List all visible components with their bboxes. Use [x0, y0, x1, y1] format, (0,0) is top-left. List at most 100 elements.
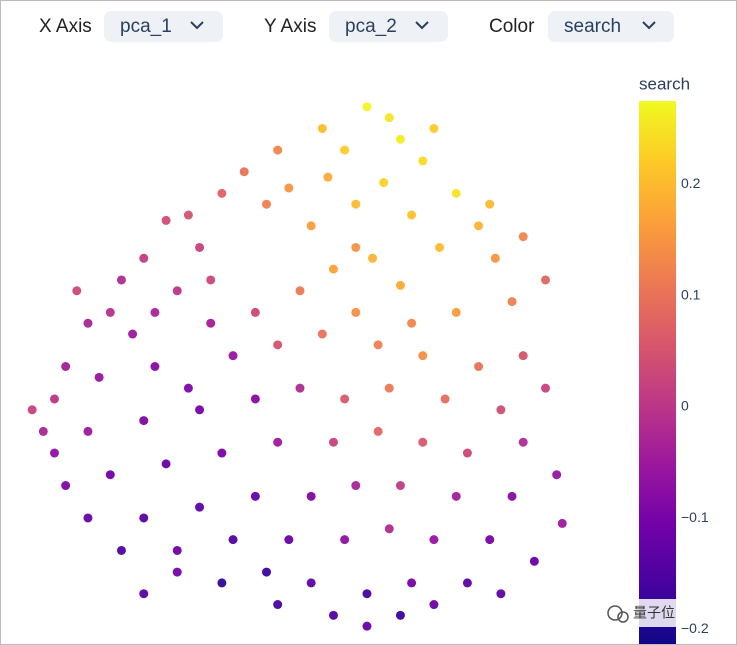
- point: [94, 372, 104, 382]
- point: [418, 351, 428, 361]
- point: [395, 481, 405, 491]
- point: [295, 286, 305, 296]
- colorbar-tick-label: 0.2: [681, 175, 701, 191]
- point: [83, 426, 93, 436]
- point: [250, 307, 260, 317]
- dropdown-value[interactable]: pca_2: [345, 16, 397, 37]
- point: [273, 340, 283, 350]
- point: [228, 351, 238, 361]
- point: [474, 221, 484, 231]
- point: [306, 491, 316, 501]
- point: [340, 535, 350, 545]
- watermark-icon: [607, 605, 623, 621]
- point: [239, 167, 249, 177]
- point: [518, 437, 528, 447]
- point: [284, 183, 294, 193]
- chevron[interactable]: [642, 21, 656, 30]
- point: [139, 253, 149, 263]
- chevron[interactable]: [190, 21, 204, 30]
- point: [228, 535, 238, 545]
- scatter-points: [27, 102, 567, 631]
- point: [507, 491, 517, 501]
- point: [418, 437, 428, 447]
- point: [116, 545, 126, 555]
- point: [306, 578, 316, 588]
- point: [206, 318, 216, 328]
- dropdown[interactable]: [104, 11, 223, 42]
- point: [496, 589, 506, 599]
- control-label: X Axis: [39, 16, 92, 37]
- point: [250, 491, 260, 501]
- point: [262, 567, 272, 577]
- point: [451, 188, 461, 198]
- point: [217, 578, 227, 588]
- point: [407, 578, 417, 588]
- point: [518, 232, 528, 242]
- point: [440, 394, 450, 404]
- point: [139, 416, 149, 426]
- point: [485, 199, 495, 209]
- chevron[interactable]: [415, 21, 429, 30]
- point: [362, 589, 372, 599]
- point: [183, 210, 193, 220]
- point: [105, 470, 115, 480]
- point: [195, 242, 205, 252]
- point: [172, 567, 182, 577]
- point: [206, 275, 216, 285]
- dropdown-value[interactable]: pca_1: [120, 16, 172, 37]
- point: [317, 123, 327, 133]
- point: [462, 448, 472, 458]
- colorbar-tick-label: 0: [681, 398, 689, 414]
- point: [284, 535, 294, 545]
- point: [518, 351, 528, 361]
- point: [61, 481, 71, 491]
- point: [435, 242, 444, 252]
- point: [161, 215, 171, 225]
- point: [340, 145, 350, 155]
- colorbar-tick-label: 0.1: [681, 286, 701, 302]
- point: [273, 437, 283, 447]
- colorbar-title: search: [639, 74, 690, 93]
- point: [552, 470, 562, 480]
- point: [451, 491, 461, 501]
- point: [195, 405, 205, 415]
- point: [328, 437, 338, 447]
- point: [328, 610, 338, 620]
- point: [541, 383, 551, 393]
- point: [384, 383, 394, 393]
- point: [139, 589, 149, 599]
- point: [49, 394, 59, 404]
- point: [557, 518, 567, 528]
- point: [429, 123, 439, 133]
- point: [384, 113, 394, 123]
- watermark-bg: [601, 599, 701, 627]
- watermark-text: 量子位: [633, 605, 675, 621]
- watermark-icon: [617, 611, 629, 623]
- colorbar-tick-label: −0.2: [681, 620, 709, 636]
- point: [250, 394, 260, 404]
- point: [451, 307, 461, 317]
- point: [128, 329, 138, 339]
- point: [150, 307, 160, 317]
- point: [105, 307, 115, 317]
- point: [429, 600, 439, 610]
- point: [161, 459, 171, 469]
- point: [217, 188, 227, 198]
- watermark: 量子位: [601, 599, 701, 627]
- point: [150, 362, 160, 371]
- dropdown-value[interactable]: search: [564, 16, 621, 37]
- point: [490, 253, 500, 263]
- point: [273, 600, 283, 610]
- point: [529, 556, 539, 566]
- colorbar-tick-label: −0.1: [681, 509, 709, 525]
- dropdown[interactable]: [548, 11, 674, 42]
- colorbar: [639, 101, 676, 644]
- dropdown[interactable]: [329, 11, 448, 42]
- point: [368, 253, 378, 263]
- point: [362, 621, 372, 631]
- point: [418, 156, 428, 166]
- point: [395, 280, 405, 290]
- point: [351, 242, 361, 252]
